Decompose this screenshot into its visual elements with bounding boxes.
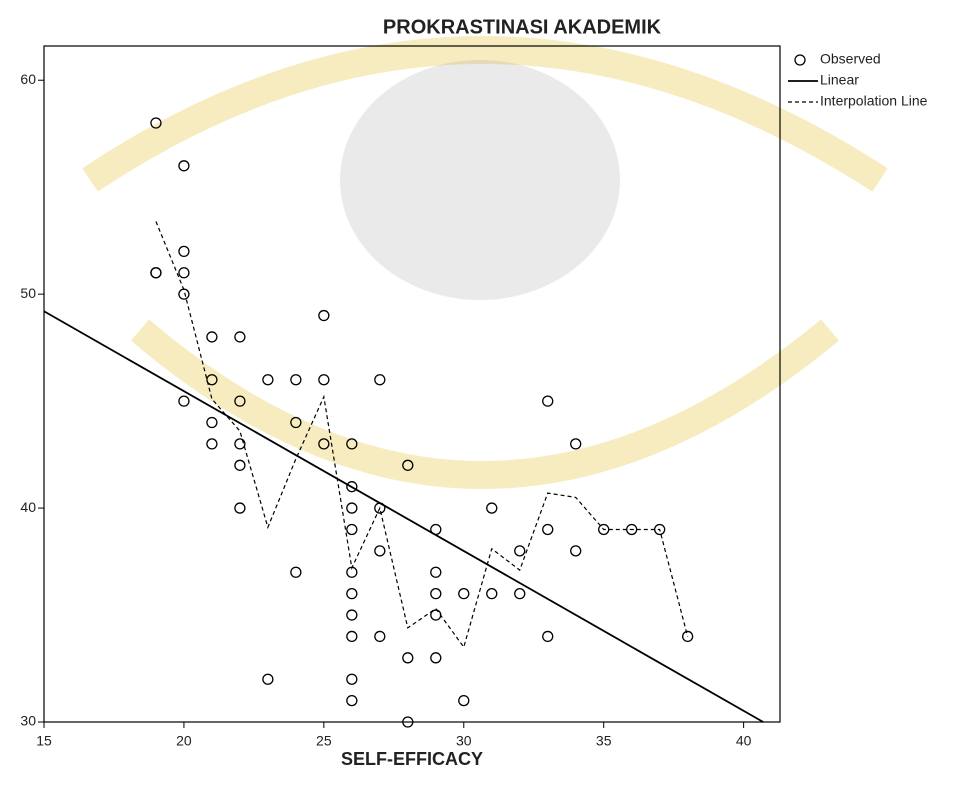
x-tick-label: 40 [736, 733, 752, 749]
point [402, 716, 414, 728]
point [346, 502, 358, 514]
x-tick-label: 25 [316, 733, 332, 749]
legend-label: Interpolation Line [820, 93, 928, 109]
y-tick-label: 40 [20, 499, 36, 515]
y-tick-label: 50 [20, 285, 36, 301]
point [318, 374, 330, 386]
point [542, 630, 554, 643]
point [682, 630, 694, 643]
point [430, 566, 442, 578]
point [346, 481, 358, 493]
x-tick-label: 15 [36, 733, 52, 749]
point [178, 288, 190, 300]
point [290, 416, 302, 429]
point [430, 587, 442, 600]
point [178, 160, 190, 172]
point [374, 545, 386, 557]
point [234, 395, 246, 407]
watermark-emblem [340, 60, 620, 300]
legend-label: Linear [820, 72, 859, 88]
point [374, 630, 386, 643]
series-line [43, 310, 764, 723]
point [290, 566, 302, 578]
point [430, 652, 442, 664]
point [346, 694, 358, 707]
point [402, 652, 414, 664]
point [598, 523, 610, 536]
point [234, 331, 246, 343]
point [346, 523, 358, 536]
chart-title: PROKRASTINASI AKADEMIK [383, 16, 662, 38]
point [570, 438, 582, 450]
point [486, 587, 498, 600]
x-tick-label: 20 [176, 733, 192, 749]
point [206, 374, 218, 386]
point [486, 502, 498, 514]
point [402, 459, 414, 471]
point [262, 374, 274, 386]
point [318, 438, 330, 450]
point [346, 438, 358, 450]
y-tick-label: 30 [20, 713, 36, 729]
y-tick-label: 60 [20, 71, 36, 87]
point [178, 267, 190, 279]
x-tick-label: 35 [596, 733, 612, 749]
legend-marker [794, 54, 806, 66]
point [178, 245, 190, 258]
point [150, 117, 162, 129]
point [346, 630, 358, 643]
point [206, 438, 218, 450]
point [346, 587, 358, 600]
point [178, 395, 190, 407]
plot-frame [43, 45, 781, 723]
watermark [82, 36, 888, 489]
x-axis-label: SELF-EFFICACY [341, 749, 483, 769]
point [206, 416, 218, 429]
point [458, 587, 470, 600]
point [514, 545, 526, 557]
point [374, 374, 386, 386]
point [206, 331, 218, 343]
point [346, 609, 358, 621]
point [514, 587, 526, 600]
point [570, 545, 582, 557]
legend-label: Observed [820, 51, 881, 67]
point [542, 523, 554, 536]
point [234, 502, 246, 514]
point [262, 673, 274, 685]
point [150, 267, 162, 279]
point [346, 673, 358, 685]
series-line [155, 221, 689, 649]
x-tick-label: 30 [456, 733, 472, 749]
point [234, 459, 246, 471]
point [542, 395, 554, 407]
point [290, 374, 302, 386]
point [234, 438, 246, 450]
point [318, 309, 330, 322]
point [458, 694, 470, 707]
